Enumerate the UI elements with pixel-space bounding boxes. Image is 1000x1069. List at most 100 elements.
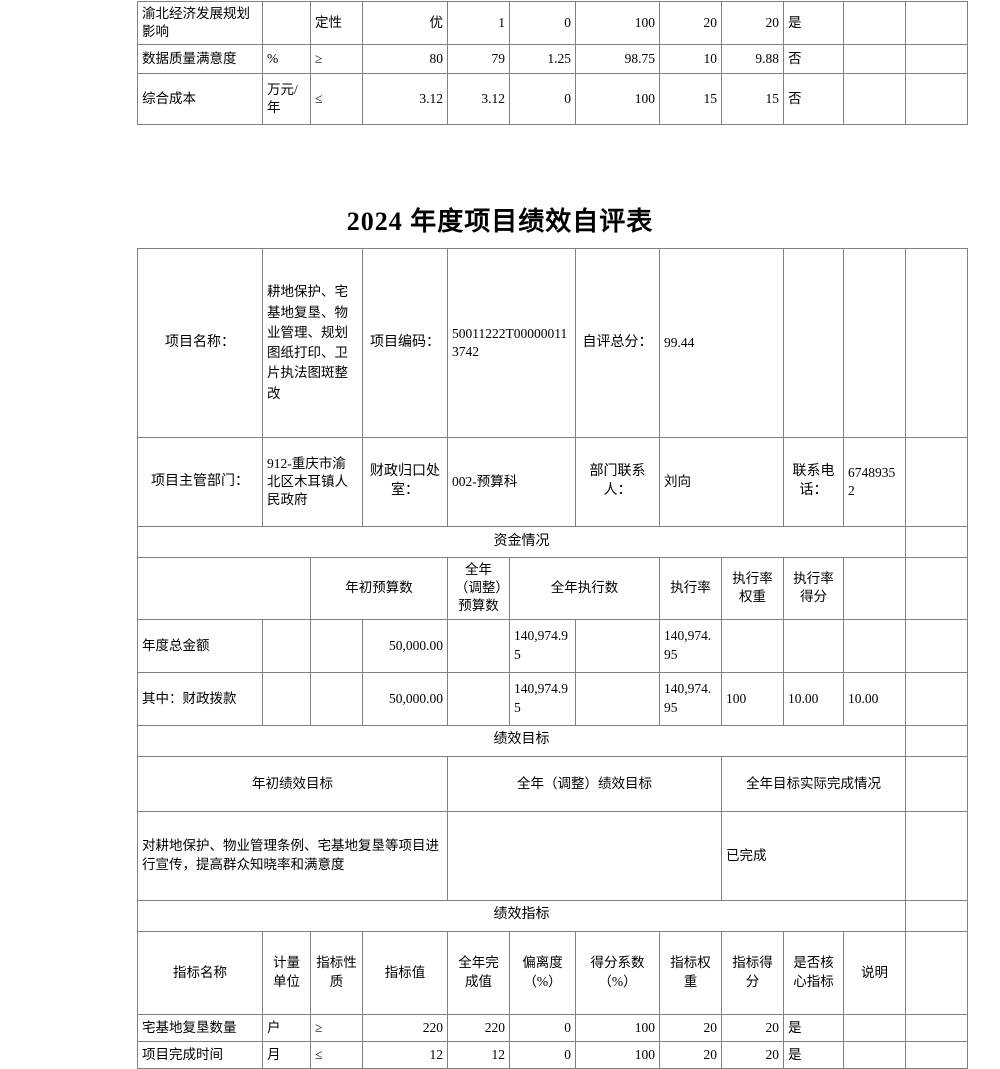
indicator-header-target: 指标值 [362,930,448,1015]
indicator-coefficient: 100 [575,1040,660,1069]
indicators-header-row: 指标名称 计量单位 指标性质 指标值 全年完成值 偏离度（%） 得分系数（%） … [137,930,968,1015]
funds-header-exec-rate: 执行率 [659,557,722,620]
self-score-value: 99.44 [659,248,784,438]
goals-section-title: 绩效目标 [137,724,906,757]
funds-row-gap-a [262,671,311,726]
funds-header-executed: 全年执行数 [509,557,660,620]
indicator-unit: 户 [262,1013,311,1042]
table-row: 宅基地复垦数量 户 ≥ 220 220 0 100 20 20 是 [137,1013,968,1042]
funds-appropriation-row: 其中：财政拨款 50,000.00 140,974.95 140,974.95 … [137,671,968,726]
indicator-extra [905,1040,968,1069]
supervising-department-value: 912-重庆市渝北区木耳镇人民政府 [262,437,363,527]
indicator-actual: 12 [447,1040,510,1069]
indicator-weight: 10 [659,44,722,75]
funds-header-spacer-a [843,557,906,620]
funds-header-spacer-b [905,557,968,620]
funds-row-gap-b [310,671,363,726]
indicator-nature: ≤ [310,73,363,126]
indicator-header-weight: 指标权重 [659,930,722,1015]
funds-row-label: 年度总金额 [137,618,263,673]
indicator-deviation: 0 [509,0,576,46]
indicator-name: 数据质量满意度 [137,44,263,75]
indicator-nature: ≥ [310,1013,363,1042]
indicator-extra [905,1013,968,1042]
indicator-deviation: 0 [509,1040,576,1069]
indicator-core-flag: 是 [783,0,844,46]
contact-phone-label: 联系电话： [783,437,844,527]
self-score-label: 自评总分： [575,248,660,438]
funds-band-spacer [905,526,968,558]
funds-exec-rate-score [843,618,906,673]
funds-total-row: 年度总金额 50,000.00 140,974.95 140,974.95 [137,618,968,673]
funds-adjusted-budget: 140,974.95 [509,671,576,726]
indicator-target: 12 [362,1040,448,1069]
finance-office-label: 财政归口处室： [362,437,448,527]
contact-phone-value: 67489352 [843,437,906,527]
funds-row-gap-d [575,671,660,726]
indicator-coefficient: 100 [575,73,660,126]
indicator-actual: 79 [447,44,510,75]
funds-executed: 140,974.95 [659,618,722,673]
indicator-weight: 15 [659,73,722,126]
indicator-weight: 20 [659,1040,722,1069]
page-title: 2024 年度项目绩效自评表 [346,207,654,236]
indicator-header-score: 指标得分 [721,930,784,1015]
goals-header-row: 年初绩效目标 全年（调整）绩效目标 全年目标实际完成情况 [137,755,968,812]
goals-value-spacer [905,810,968,901]
indicator-nature: ≥ [310,44,363,75]
indicator-deviation: 0 [509,1013,576,1042]
indicator-coefficient: 100 [575,0,660,46]
indicator-note [843,44,906,75]
indicator-score: 15 [721,73,784,126]
goals-band-spacer [905,724,968,757]
indicator-target: 优 [362,0,448,46]
funds-header-row: 年初预算数 全年（调整）预算数 全年执行数 执行率 执行率权重 执行率得分 [137,557,968,620]
indicator-header-deviation: 偏离度（%） [509,930,576,1015]
indicators-band-spacer [905,899,968,932]
funds-initial-budget: 50,000.00 [362,618,448,673]
indicator-note [843,73,906,126]
department-info-row: 项目主管部门： 912-重庆市渝北区木耳镇人民政府 财政归口处室： 002-预算… [137,437,968,527]
funds-header-exec-rate-score: 执行率得分 [783,557,844,620]
indicator-unit: 月 [262,1040,311,1069]
funds-exec-rate-score: 10.00 [843,671,906,726]
indicator-actual: 220 [447,1013,510,1042]
funds-header-blank [137,557,311,620]
supervising-department-label: 项目主管部门： [137,437,263,527]
goals-actual-value: 已完成 [721,810,906,901]
indicator-score: 9.88 [721,44,784,75]
funds-exec-rate [721,618,784,673]
indicator-core-flag: 是 [783,1040,844,1069]
goals-header-initial: 年初绩效目标 [137,755,448,812]
indicator-note [843,1013,906,1042]
indicator-note [843,1040,906,1069]
project-code-value: 50011222T000000113742 [447,248,576,438]
funds-executed: 140,974.95 [659,671,722,726]
goals-header-actual: 全年目标实际完成情况 [721,755,906,812]
indicator-extra [905,44,968,75]
indicator-header-nature: 指标性质 [310,930,363,1015]
indicator-note [843,0,906,46]
indicator-coefficient: 98.75 [575,44,660,75]
indicator-target: 80 [362,44,448,75]
indicator-actual: 1 [447,0,510,46]
goals-value-row: 对耕地保护、物业管理条例、宅基地复垦等项目进行宣传，提高群众知晓率和满意度 已完… [137,810,968,901]
indicator-name: 项目完成时间 [137,1040,263,1069]
indicator-deviation: 0 [509,73,576,126]
indicator-name: 渝北经济发展规划影响 [137,0,263,46]
identity-spacer-a [783,248,844,438]
indicator-score: 20 [721,1013,784,1042]
funds-header-initial-budget: 年初预算数 [310,557,448,620]
funds-row-gap-b [310,618,363,673]
indicator-unit: 万元/年 [262,73,311,126]
indicator-weight: 20 [659,1013,722,1042]
goals-initial-value: 对耕地保护、物业管理条例、宅基地复垦等项目进行宣传，提高群众知晓率和满意度 [137,810,448,901]
project-name-label: 项目名称： [137,248,263,438]
indicator-core-flag: 是 [783,1013,844,1042]
project-code-label: 项目编码： [362,248,448,438]
indicator-name: 综合成本 [137,73,263,126]
performance-indicator-continuation-table: 渝北经济发展规划影响 定性 优 1 0 100 20 20 是 数据质量满意度 … [137,0,968,126]
funds-exec-rate-weight: 10.00 [783,671,844,726]
department-spacer [905,437,968,527]
indicator-actual: 3.12 [447,73,510,126]
